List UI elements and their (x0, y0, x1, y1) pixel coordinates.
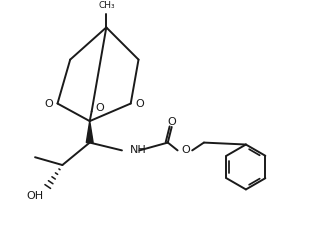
Polygon shape (86, 121, 93, 143)
Text: O: O (181, 145, 190, 155)
Text: OH: OH (27, 191, 44, 201)
Text: NH: NH (130, 145, 147, 155)
Text: O: O (44, 98, 53, 109)
Text: O: O (135, 98, 144, 109)
Text: CH₃: CH₃ (99, 1, 116, 10)
Text: O: O (167, 117, 176, 127)
Text: O: O (95, 103, 104, 113)
